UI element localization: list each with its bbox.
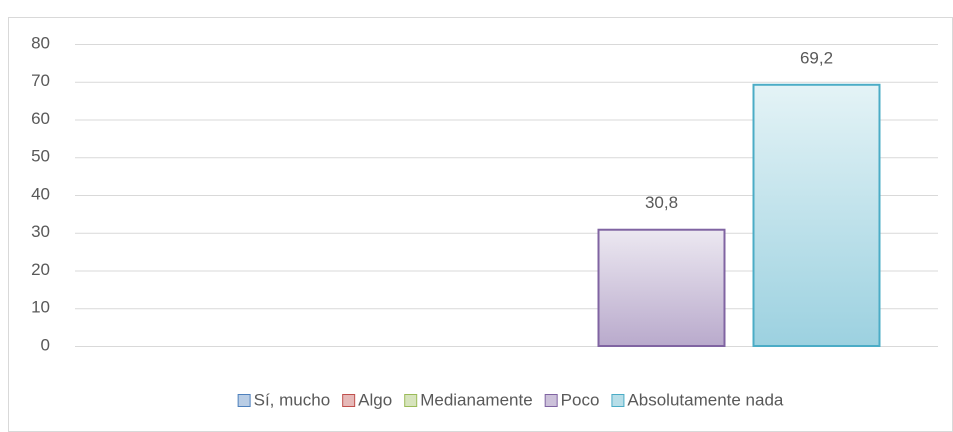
data-label: 69,2 [800,48,833,67]
legend-swatch [342,394,356,407]
legend-label: Medianamente [420,390,532,409]
data-label: 30,8 [645,193,678,212]
legend-label: Sí, mucho [254,390,331,409]
bar [752,83,881,348]
legend-label: Algo [358,390,392,409]
legend: Sí, mucho Algo Medianamente Poco Absolutamen… [237,390,784,409]
y-tick-label: 30 [31,222,50,241]
y-tick-label: 80 [31,33,50,52]
y-tick-label: 20 [31,260,50,279]
legend-label: Absolutamente nada [627,390,783,409]
y-tick-label: 10 [31,298,50,317]
legend-swatch [404,394,418,407]
bar [597,228,726,347]
y-tick-label: 0 [41,335,50,354]
y-tick-label: 70 [31,71,50,90]
legend-label: Poco [561,390,600,409]
y-tick-label: 50 [31,147,50,166]
y-tick-label: 60 [31,109,50,128]
y-tick-label: 40 [31,184,50,203]
legend-swatch [544,394,558,407]
legend-swatch [237,394,251,407]
legend-swatch [611,394,625,407]
